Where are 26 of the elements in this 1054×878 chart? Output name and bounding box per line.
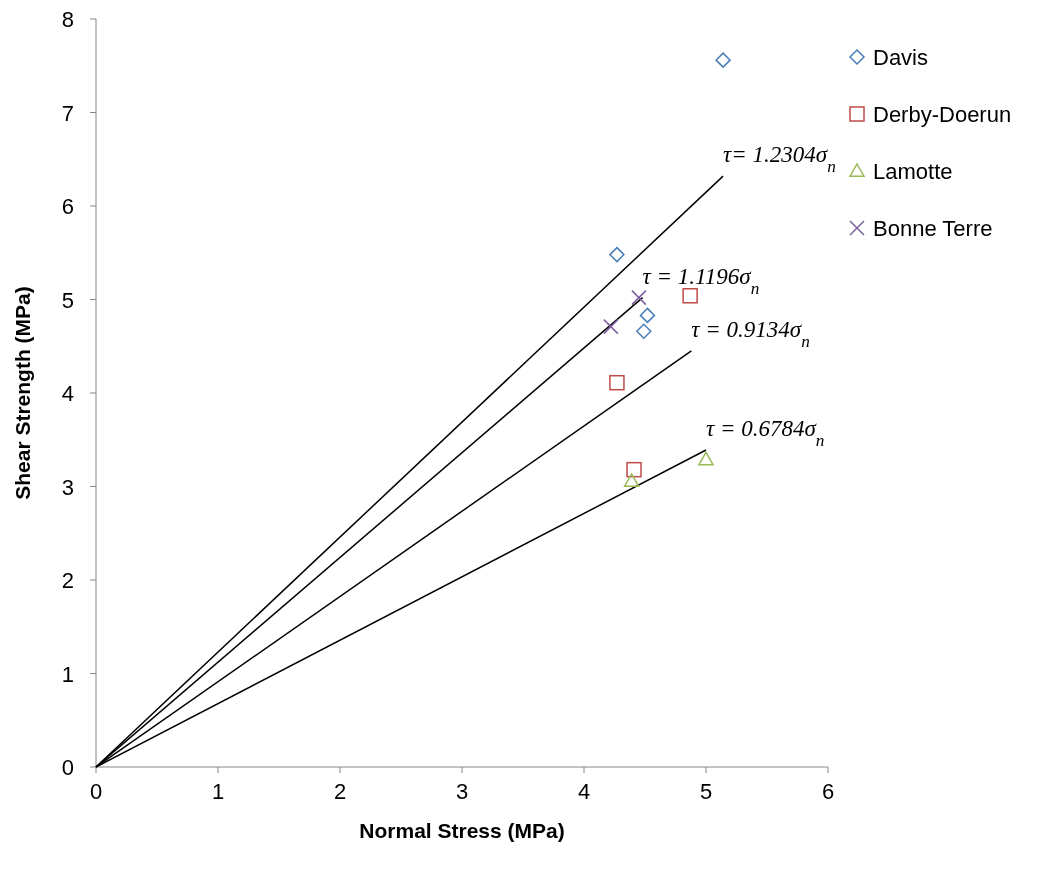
- annotation: τ = 0.9134σ$_{n}$: [691, 316, 810, 351]
- x-tick-label: 2: [333, 779, 347, 804]
- x-axis-title: Normal Stress (MPa): [359, 819, 565, 842]
- y-tick-label: 3: [61, 474, 74, 500]
- y-tick-label: 2: [61, 568, 74, 593]
- legend-label: Bonne Terre: [873, 216, 993, 241]
- x-tick-label: 4: [577, 779, 591, 804]
- annotation: τ = 0.6784σ$_{n}$: [706, 416, 825, 450]
- y-tick-label: 0: [61, 755, 74, 780]
- y-tick-label: 6: [61, 194, 74, 219]
- y-axis-title: Shear Strength (MPa): [11, 286, 34, 500]
- x-tick-label: 6: [821, 779, 835, 804]
- legend-label: Davis: [873, 45, 929, 70]
- y-tick-label: 7: [61, 100, 74, 126]
- y-tick-label: 5: [61, 287, 74, 313]
- y-tick-label: 4: [61, 381, 74, 406]
- annotation: τ= 1.2304σ$_{n}$: [723, 142, 836, 176]
- y-tick-label: 8: [61, 7, 74, 32]
- x-tick-label: 0: [89, 779, 103, 804]
- legend-label: Derby-Doerun: [873, 102, 1012, 127]
- annotation: τ = 1.1196σ$_{n}$: [642, 263, 760, 298]
- y-tick-label: 1: [61, 661, 74, 687]
- x-tick-label: 5: [699, 779, 713, 804]
- x-tick-label: 1: [211, 779, 225, 804]
- x-tick-label: 3: [455, 779, 469, 804]
- legend-label: Lamotte: [873, 159, 953, 184]
